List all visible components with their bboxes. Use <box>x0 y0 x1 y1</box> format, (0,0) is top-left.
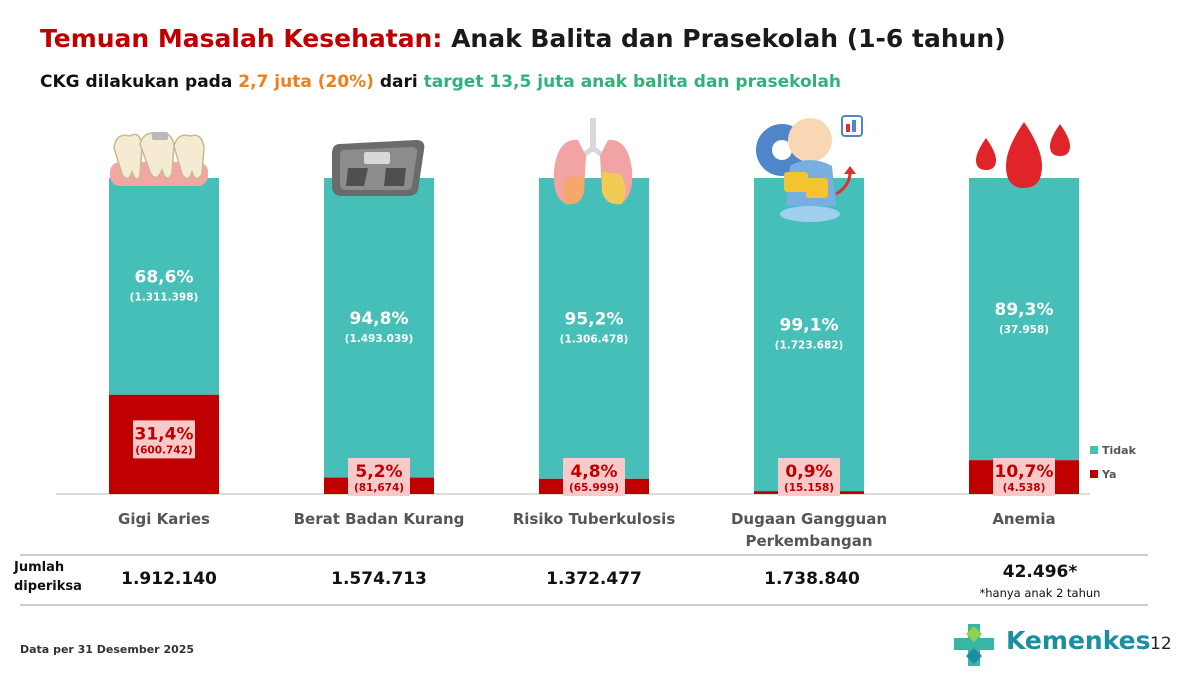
legend-swatch <box>1090 470 1098 478</box>
bar-tidak <box>109 178 219 395</box>
label-tidak-pct: 95,2% <box>565 309 624 329</box>
label-ya-count: (81,674) <box>354 482 404 494</box>
category-label: Risiko Tuberkulosis <box>513 510 676 528</box>
label-ya-count: (4.538) <box>1003 482 1046 494</box>
label-ya-box <box>778 458 840 496</box>
total-dugaan-gangguan-perkembangan: 1.738.840 <box>764 569 860 589</box>
page-subtitle: CKG dilakukan pada 2,7 juta (20%) dari t… <box>40 72 841 92</box>
blood-drops-icon <box>976 122 1070 188</box>
label-tidak-count: (1.311.398) <box>130 291 199 303</box>
label-ya-box <box>563 458 625 496</box>
label-ya-box <box>133 420 195 459</box>
page-title: Temuan Masalah Kesehatan: Anak Balita da… <box>40 24 1006 53</box>
category-label: Dugaan Gangguan <box>731 510 887 528</box>
legend-label: Ya <box>1101 468 1116 481</box>
summary-row-label-line2: diperiksa <box>14 579 82 594</box>
kemenkes-logo-text: Kemenkes <box>1006 626 1151 655</box>
summary-row-label-line1: Jumlah <box>14 560 65 575</box>
page-number: 12 <box>1150 634 1172 654</box>
label-ya-box <box>993 458 1055 496</box>
legend-swatch <box>1090 446 1098 454</box>
bar-tidak <box>539 178 649 479</box>
label-tidak-count: (1.493.039) <box>345 333 414 345</box>
label-ya-count: (65.999) <box>569 482 619 494</box>
stacked-bar-chart: 68,6% (1.311.398) 31,4%(600.742) Gigi Karie… <box>56 178 1137 550</box>
baby-development-icon <box>756 115 863 222</box>
category-label: Berat Badan Kurang <box>294 510 465 528</box>
category-label: Perkembangan <box>745 532 872 550</box>
legend-label: Tidak <box>1102 444 1137 457</box>
label-tidak-pct: 68,6% <box>135 267 194 287</box>
label-tidak-count: (37.958) <box>999 324 1049 336</box>
label-tidak-pct: 89,3% <box>995 300 1054 320</box>
kemenkes-logo-icon <box>954 624 994 666</box>
lungs-icon <box>553 118 633 205</box>
label-tidak-count: (1.723.682) <box>775 340 844 352</box>
anemia-note: *hanya anak 2 tahun <box>979 586 1101 600</box>
label-ya-pct: 4,8% <box>570 462 617 482</box>
total-gigi-karies: 1.912.140 <box>121 569 217 589</box>
summary-row-label: Jumlah diperiksa <box>14 558 94 596</box>
label-ya-pct: 10,7% <box>995 462 1054 482</box>
bar-tidak <box>969 178 1079 461</box>
subtitle-part2: dari <box>379 72 418 92</box>
bar-tidak <box>324 178 434 478</box>
summary-bottom-line <box>20 604 1148 606</box>
label-ya-pct: 5,2% <box>355 462 402 482</box>
summary-top-line <box>20 554 1148 556</box>
label-ya-count: (15.158) <box>784 482 834 494</box>
label-ya-pct: 0,9% <box>785 462 832 482</box>
bar-tidak <box>754 178 864 492</box>
label-tidak-pct: 99,1% <box>780 316 839 336</box>
subtitle-part1: CKG dilakukan pada <box>40 72 233 92</box>
scale-icon <box>332 140 425 196</box>
data-date-note: Data per 31 Desember 2025 <box>20 643 195 656</box>
subtitle-highlight-target: target 13,5 juta anak balita dan praseko… <box>423 72 842 92</box>
label-ya-count: (600.742) <box>135 444 192 456</box>
label-tidak-pct: 94,8% <box>350 309 409 329</box>
title-dark-part: Anak Balita dan Prasekolah (1-6 tahun) <box>451 24 1006 53</box>
label-tidak-count: (1.306.478) <box>560 333 629 345</box>
total-risiko-tuberkulosis: 1.372.477 <box>546 569 642 589</box>
title-red-part: Temuan Masalah Kesehatan: <box>40 24 443 53</box>
total-anemia: 42.496* <box>1002 562 1078 582</box>
category-label: Anemia <box>992 510 1055 528</box>
category-label: Gigi Karies <box>118 510 210 528</box>
total-berat-badan-kurang: 1.574.713 <box>331 569 427 589</box>
teeth-icon <box>110 132 208 186</box>
subtitle-highlight-coverage: 2,7 juta (20%) <box>238 72 374 92</box>
label-ya-pct: 31,4% <box>135 424 194 444</box>
label-ya-box <box>348 458 410 496</box>
